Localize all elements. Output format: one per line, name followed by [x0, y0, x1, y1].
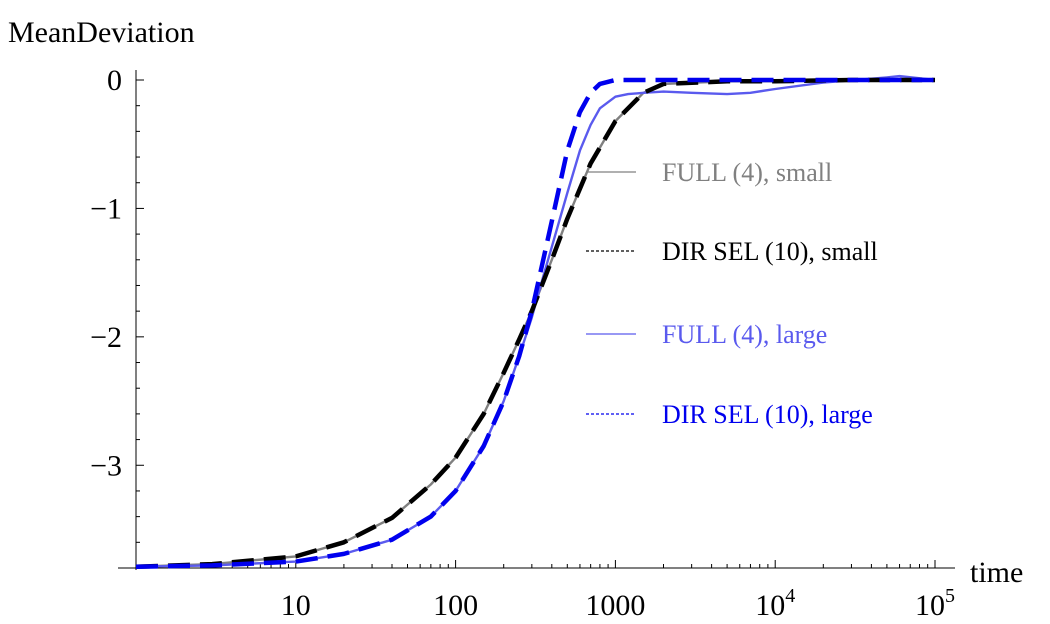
series-line-3: [135, 77, 935, 569]
x-tick-label: 10: [281, 589, 311, 622]
series-line-1: [135, 77, 935, 569]
legend: FULL (4), small DIR SEL (10), small FULL (…: [586, 158, 878, 429]
y-tick-label: −1: [90, 192, 122, 225]
series-layer: [135, 74, 936, 569]
x-tick-label: 1000: [585, 589, 645, 622]
x-tick-label: 105: [915, 585, 955, 622]
legend-label-0: FULL (4), small: [662, 158, 832, 187]
legend-label-3: DIR SEL (10), large: [662, 400, 873, 429]
legend-label-1: DIR SEL (10), small: [662, 237, 878, 266]
x-axis-label: time: [970, 556, 1023, 589]
y-tick-label: −2: [90, 321, 122, 354]
y-tick-label: 0: [107, 64, 122, 97]
legend-label-2: FULL (4), large: [662, 320, 827, 349]
y-axis-label: MeanDeviation: [8, 16, 195, 49]
plot-area: 0 −1 −2 −3 10 100 1000 104 105: [90, 64, 955, 622]
x-tick-label: 100: [433, 589, 478, 622]
x-tick-label: 104: [755, 585, 795, 622]
y-tick-label: −3: [90, 449, 122, 482]
